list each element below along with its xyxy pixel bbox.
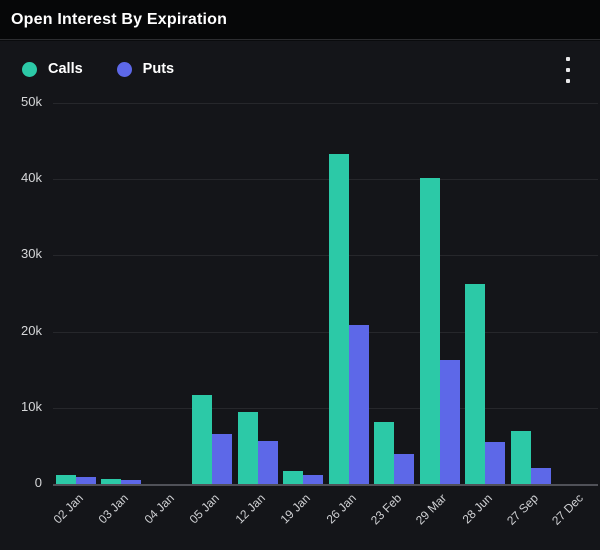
kebab-dot [566, 79, 570, 83]
legend-label: Calls [48, 61, 83, 77]
bar-puts-19-jan [303, 475, 324, 484]
more-options-icon[interactable] [560, 55, 576, 85]
bar-puts-03-jan [121, 480, 142, 484]
bar-calls-26-jan [328, 154, 349, 484]
legend-label: Puts [142, 61, 175, 77]
gridline [53, 255, 598, 256]
legend-item-calls[interactable]: Calls [22, 61, 83, 77]
bar-calls-28-jun [465, 284, 486, 484]
y-tick-label: 20k [21, 323, 42, 338]
bar-puts-02-jan [75, 477, 96, 484]
chart-legend: Calls Puts [22, 61, 174, 77]
legend-swatch-puts-icon [116, 61, 132, 77]
bar-calls-23-feb [374, 422, 395, 484]
y-tick-label: 0 [34, 475, 42, 490]
gridline [53, 408, 598, 409]
bar-calls-03-jan [101, 479, 122, 484]
bar-puts-23-feb [394, 454, 415, 484]
gridline [53, 103, 598, 104]
bar-puts-26-jan [348, 325, 369, 484]
y-tick-label: 50k [21, 94, 42, 109]
kebab-dot [566, 68, 570, 72]
plot-area [53, 103, 598, 486]
bar-puts-27-sep [530, 468, 551, 484]
gridline [53, 332, 598, 333]
chart-panel: Calls Puts 50k 40k 30k 20k 10k 0 02 Jan 03 Jan 04… [0, 41, 600, 550]
bar-puts-05-jan [212, 434, 233, 484]
legend-item-puts[interactable]: Puts [116, 61, 175, 77]
bar-calls-29-mar [419, 178, 440, 484]
kebab-dot [566, 57, 570, 61]
legend-swatch-calls-icon [22, 61, 37, 77]
page-title: Open Interest By Expiration [11, 10, 228, 28]
bar-calls-02-jan [55, 475, 76, 484]
gridline [53, 179, 598, 180]
bar-puts-29-mar [439, 360, 460, 484]
y-tick-label: 40k [21, 170, 42, 185]
bar-calls-19-jan [283, 471, 304, 484]
bar-calls-27-sep [510, 431, 531, 484]
bar-puts-12-jan [257, 441, 278, 484]
y-tick-label: 30k [21, 246, 42, 261]
bar-calls-12-jan [237, 412, 258, 484]
bar-calls-05-jan [192, 395, 213, 484]
widget-header: Open Interest By Expiration [0, 0, 600, 40]
bar-puts-28-jun [485, 442, 506, 484]
y-tick-label: 10k [21, 399, 42, 414]
